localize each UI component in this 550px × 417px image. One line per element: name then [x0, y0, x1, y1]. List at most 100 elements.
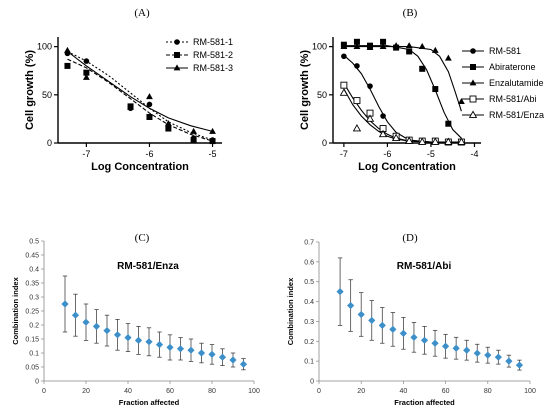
legend-label: RM-581-2	[193, 50, 233, 60]
y-tick-label: 50	[317, 90, 327, 100]
y-tick-label: 0.7	[304, 240, 314, 247]
fit-curve-3	[67, 51, 213, 132]
data-point	[458, 97, 465, 104]
legend-marker	[470, 48, 476, 54]
data-point	[457, 137, 466, 145]
data-point	[445, 120, 452, 127]
x-tick-label: -6	[145, 149, 153, 159]
y-tick-label: 0.45	[25, 253, 39, 260]
data-point	[64, 46, 71, 53]
data-point	[354, 63, 360, 69]
x-tick-label: 20	[357, 388, 365, 395]
data-point	[378, 129, 388, 138]
data-point	[419, 65, 426, 72]
data-point	[176, 345, 185, 353]
chart-title: RM-581/Abi	[397, 261, 452, 272]
data-point	[432, 86, 439, 93]
data-point	[145, 338, 153, 346]
data-point	[146, 113, 153, 120]
legend-marker	[174, 39, 180, 45]
x-tick-label: 20	[82, 388, 90, 395]
chart-d: 0 0.1 0.2 0.3 0.4 0.5 0.6 0.7 0 20 40 60 80 100 Fracti…	[286, 240, 536, 408]
data-point	[71, 311, 80, 319]
x-tick-label: -6	[383, 149, 391, 159]
legend-label: RM-581	[489, 46, 521, 56]
data-point	[494, 353, 502, 361]
legend-label: RM-581/Abi	[489, 94, 537, 104]
data-point	[405, 136, 414, 144]
x-tick-label: -5	[209, 149, 217, 159]
x-axis-label: Fraction affected	[394, 398, 455, 407]
y-tick-label: 0.3	[304, 319, 314, 326]
data-point	[341, 53, 347, 60]
chart-title: RM-581/Enza	[117, 261, 179, 272]
data-point	[418, 137, 427, 145]
data-point	[410, 333, 418, 341]
data-point	[218, 353, 227, 361]
data-point	[368, 316, 376, 325]
data-point	[61, 300, 69, 308]
legend-label: RM-581-3	[193, 63, 233, 73]
data-point	[166, 343, 174, 351]
x-tick-label: 0	[42, 388, 46, 395]
y-tick-label: 0	[35, 379, 39, 386]
data-point	[406, 48, 413, 55]
data-point	[389, 325, 397, 333]
y-tick-label: 0.5	[29, 239, 39, 246]
data-point	[418, 43, 426, 50]
legend-marker	[468, 110, 478, 118]
x-axis-label: Log Concentration	[358, 161, 456, 173]
x-tick-label: -7	[82, 149, 90, 159]
data-point	[83, 58, 90, 64]
legend-marker	[174, 52, 180, 58]
data-point	[431, 46, 439, 53]
legend-marker	[469, 95, 477, 103]
data-point	[208, 350, 216, 358]
x-tick-label: 40	[400, 388, 408, 395]
x-tick-label: -7	[340, 149, 348, 159]
data-point	[473, 349, 481, 357]
data-point	[187, 346, 195, 354]
y-tick-label: 50	[42, 90, 52, 100]
data-point	[229, 356, 237, 364]
data-point	[209, 127, 216, 134]
fit-curve-5	[343, 88, 462, 143]
fit-curve-2	[343, 45, 462, 139]
panel-label-a: (A)	[134, 7, 150, 19]
y-tick-label: 0.4	[304, 299, 314, 306]
data-point	[353, 97, 361, 105]
data-point	[239, 360, 248, 368]
data-point	[352, 124, 362, 132]
x-tick-label: 40	[124, 388, 132, 395]
legend-marker	[469, 79, 477, 86]
data-point	[431, 339, 439, 347]
legend-label: Abiraterone	[489, 62, 536, 72]
data-point	[431, 137, 440, 145]
data-point	[83, 69, 90, 76]
data-point	[190, 137, 197, 144]
x-tick-label: 80	[484, 388, 492, 395]
data-point	[82, 318, 90, 326]
chart-a: 0 50 100 -7 -6 -5 Log Concentration Cell growth…	[24, 37, 233, 173]
y-tick-label: 0.1	[29, 351, 39, 358]
data-point	[420, 336, 429, 344]
legend-label: RM-581/Enza	[489, 110, 544, 120]
data-point	[113, 331, 122, 339]
data-point	[380, 38, 387, 45]
data-point	[82, 73, 90, 80]
y-tick-label: 0.5	[304, 279, 314, 286]
data-point	[463, 346, 471, 354]
data-point	[347, 301, 355, 310]
x-tick-label: -5	[427, 149, 435, 159]
y-tick-label: 0	[47, 138, 52, 148]
data-point	[353, 38, 360, 45]
y-tick-label: 0.35	[25, 281, 39, 288]
data-point	[452, 344, 460, 352]
data-point	[164, 120, 172, 127]
x-tick-label: 80	[208, 388, 216, 395]
chart-c: 0 0.05 0.1 0.15 0.2 0.25 0.3 0.35 0.4 0.45 0.5 0 20 4…	[11, 239, 260, 408]
data-point	[146, 93, 153, 100]
panel-label-c: (C)	[135, 232, 150, 244]
data-point	[392, 42, 400, 49]
